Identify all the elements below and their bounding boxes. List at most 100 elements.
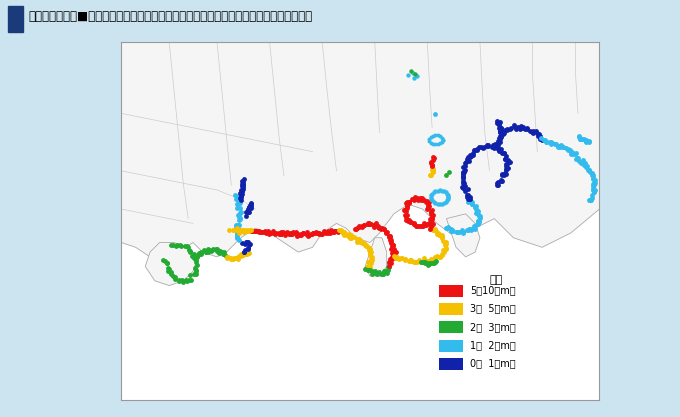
Point [500,162,511,169]
Point [231,234,242,241]
Point [515,126,526,133]
Point [361,265,372,271]
Point [235,194,246,201]
Point [376,226,387,232]
Point [245,227,256,234]
Point [400,208,411,215]
Point [439,249,449,256]
Point [470,147,481,154]
Point [262,227,273,234]
Point [173,277,184,284]
Point [579,160,590,166]
Point [301,231,311,238]
Point [353,236,364,243]
Point [373,269,384,276]
Point [292,232,303,239]
Point [186,276,197,283]
Point [464,195,475,202]
Point [401,199,411,206]
Point [388,252,399,259]
Point [401,199,412,206]
Point [236,187,247,194]
Point [488,142,498,148]
Point [221,255,232,261]
Point [364,249,375,255]
Point [495,125,506,131]
Point [493,121,504,128]
Point [233,214,244,221]
Polygon shape [146,243,198,286]
Point [343,233,354,239]
Point [241,227,252,234]
Point [182,242,192,249]
Bar [439,303,462,315]
Point [418,222,428,229]
Point [179,243,190,250]
Point [468,150,479,157]
Point [171,243,182,249]
Point [460,167,471,174]
Point [402,202,413,209]
Point [581,138,592,144]
Point [477,144,488,151]
Point [423,201,434,208]
Point [458,229,469,236]
Point [505,125,516,131]
Point [583,139,594,146]
Point [429,225,440,232]
Point [496,146,507,153]
Point [255,229,266,236]
Point [191,261,202,268]
Point [235,209,245,216]
Point [275,231,286,238]
Point [520,125,530,132]
Point [403,216,413,223]
Point [423,261,434,267]
Point [589,180,600,187]
Point [427,169,438,176]
Point [409,259,420,265]
Point [412,222,423,229]
Point [386,246,396,253]
Point [426,158,437,165]
Point [361,242,372,249]
Point [387,243,398,249]
Point [273,230,284,236]
Point [238,182,249,189]
Point [242,228,253,234]
Point [430,200,441,206]
Point [350,225,361,232]
Point [452,229,463,235]
Point [184,249,195,255]
Point [445,227,456,234]
Point [534,133,545,140]
Point [405,257,416,264]
Point [462,195,473,202]
Point [382,264,393,271]
Point [262,230,273,236]
Point [358,222,369,229]
Point [235,194,246,201]
Point [437,250,447,257]
Point [452,229,462,236]
Point [232,229,243,236]
Point [362,264,373,270]
Point [410,223,421,229]
Point [231,226,242,233]
Point [241,238,252,245]
Point [575,136,585,142]
Point [316,230,327,237]
Point [463,157,474,164]
Point [495,119,506,126]
Point [243,204,254,211]
Point [399,256,410,262]
Point [420,260,430,266]
Point [424,225,435,232]
Point [428,189,439,196]
Point [426,163,437,169]
Point [430,188,441,195]
Point [384,234,395,240]
Point [233,228,244,234]
Point [423,203,434,210]
Point [427,220,438,226]
